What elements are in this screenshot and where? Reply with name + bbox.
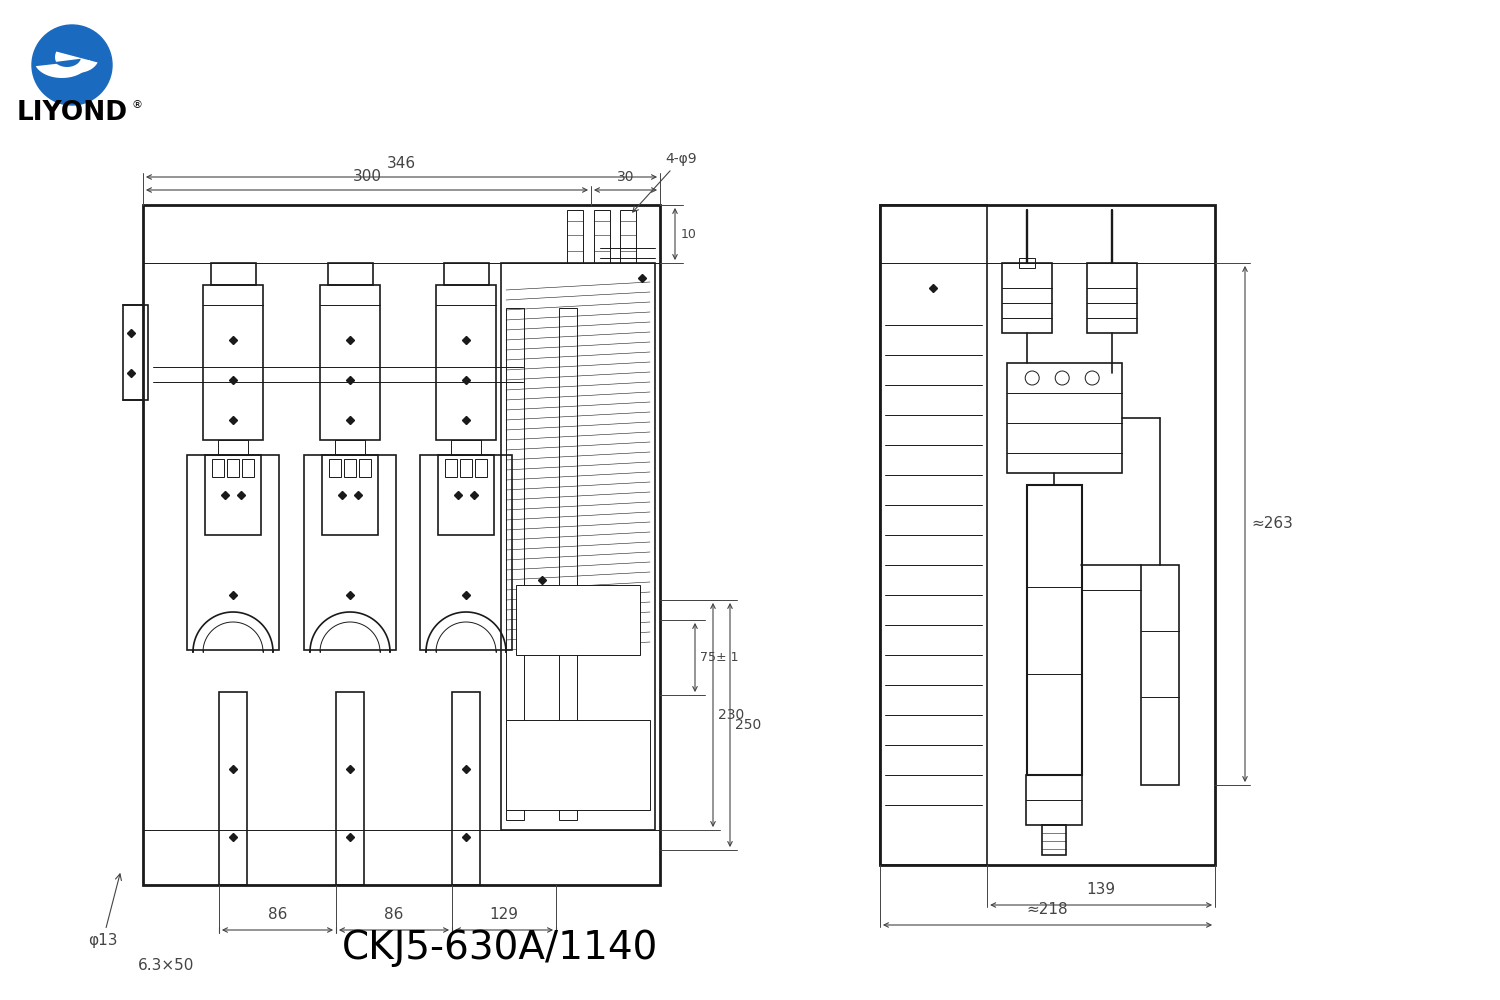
Text: 75± 1: 75± 1	[700, 651, 738, 664]
Bar	[452, 440, 482, 455]
Bar	[1002, 263, 1052, 333]
Circle shape	[1084, 371, 1100, 385]
Bar	[1026, 775, 1082, 825]
Bar	[436, 285, 496, 440]
Text: ®: ®	[132, 100, 142, 110]
Polygon shape	[36, 60, 90, 78]
Text: LIYOND: LIYOND	[16, 100, 128, 126]
Bar	[420, 455, 512, 650]
Text: 139: 139	[1086, 882, 1116, 897]
Bar	[444, 263, 489, 285]
Bar	[304, 455, 396, 650]
Bar	[476, 459, 488, 477]
Bar	[188, 455, 279, 650]
Bar	[206, 455, 261, 535]
Text: 10: 10	[681, 228, 698, 240]
Text: 129: 129	[489, 907, 519, 922]
Text: 86: 86	[384, 907, 404, 922]
Bar	[880, 205, 987, 865]
Text: 346: 346	[387, 156, 416, 171]
Text: 30: 30	[616, 170, 634, 184]
Bar	[460, 459, 472, 477]
Bar	[452, 692, 480, 885]
Bar	[516, 585, 640, 655]
Text: CKJ5-630A/1140: CKJ5-630A/1140	[342, 929, 658, 967]
Bar	[320, 285, 380, 440]
Text: 6.3×50: 6.3×50	[138, 958, 195, 972]
Bar	[1028, 485, 1081, 775]
Bar	[211, 263, 256, 285]
Text: 230: 230	[718, 708, 744, 722]
Bar	[1007, 363, 1122, 473]
Bar	[594, 210, 610, 263]
Text: ≈218: ≈218	[1026, 902, 1068, 917]
Bar	[620, 210, 636, 263]
Bar	[328, 263, 374, 285]
Circle shape	[1054, 371, 1070, 385]
Bar	[1142, 565, 1179, 785]
Polygon shape	[56, 59, 81, 67]
Text: φ13: φ13	[88, 874, 122, 948]
Circle shape	[32, 25, 112, 105]
Bar	[1042, 825, 1066, 855]
Circle shape	[1024, 371, 1039, 385]
Bar	[567, 210, 584, 263]
Text: 300: 300	[352, 169, 381, 184]
Bar	[446, 459, 458, 477]
Bar	[358, 459, 370, 477]
Bar	[336, 692, 364, 885]
Bar	[322, 455, 378, 535]
Bar	[328, 459, 340, 477]
Bar	[217, 440, 248, 455]
Bar	[334, 440, 364, 455]
Bar	[438, 455, 494, 535]
Bar	[501, 263, 656, 830]
Bar	[344, 459, 355, 477]
Bar	[226, 459, 238, 477]
Bar	[1019, 258, 1035, 268]
Bar	[242, 459, 254, 477]
Text: 86: 86	[268, 907, 286, 922]
Bar	[211, 459, 223, 477]
Bar	[219, 692, 248, 885]
Bar	[1088, 263, 1137, 333]
Bar	[880, 205, 1215, 865]
Bar	[506, 308, 524, 820]
Text: 250: 250	[735, 718, 760, 732]
Bar	[506, 720, 650, 810]
Polygon shape	[56, 52, 98, 73]
Bar	[560, 308, 578, 820]
Bar	[142, 205, 660, 885]
Bar	[123, 305, 148, 400]
Text: ≈263: ≈263	[1251, 516, 1293, 532]
Text: 4-φ9: 4-φ9	[633, 152, 696, 212]
Bar	[202, 285, 262, 440]
